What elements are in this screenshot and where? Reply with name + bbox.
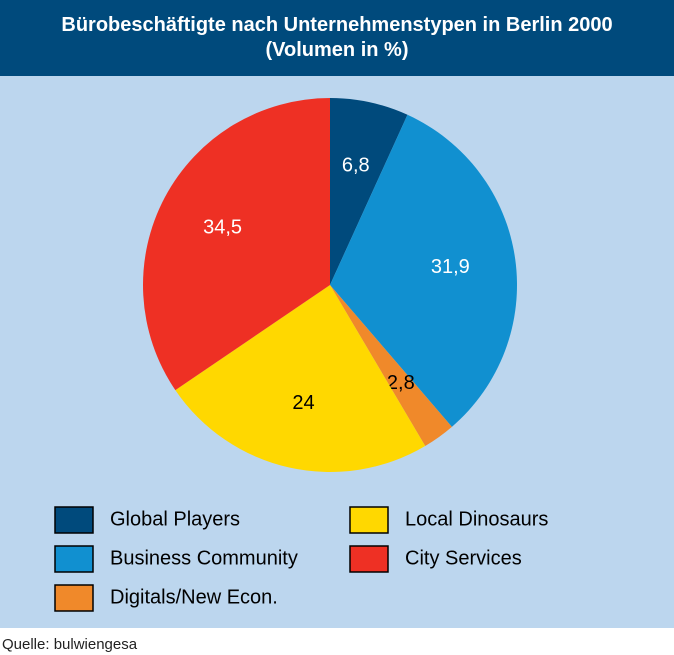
legend-swatch (54, 584, 94, 612)
source: Quelle: bulwiengesa (2, 636, 138, 653)
data-label: 6,8 (342, 154, 370, 176)
chart-title: Bürobeschäftigte nach Unternehmenstypen … (61, 14, 613, 61)
data-label: 24 (292, 392, 314, 414)
pie-slice (175, 285, 426, 473)
pie-slice (330, 98, 408, 285)
pie-slice (330, 285, 452, 446)
legend-swatch (54, 545, 94, 573)
data-label: 31,9 (431, 256, 470, 278)
legend-label: City Services (405, 547, 522, 569)
pie-slice (143, 98, 330, 391)
data-label: 34,5 (203, 216, 242, 238)
legend-label: Global Players (110, 508, 240, 530)
legend-label: Digitals/New Econ. (110, 586, 278, 608)
legend-label: Business Community (110, 547, 298, 569)
data-label: 2,8 (387, 372, 415, 394)
legend-swatch (349, 506, 389, 534)
legend-swatch (349, 545, 389, 573)
pie-slice (330, 114, 517, 427)
legend-swatch (54, 506, 94, 534)
legend-label: Local Dinosaurs (405, 508, 548, 530)
title-bar: Bürobeschäftigte nach Unternehmenstypen … (0, 0, 674, 76)
